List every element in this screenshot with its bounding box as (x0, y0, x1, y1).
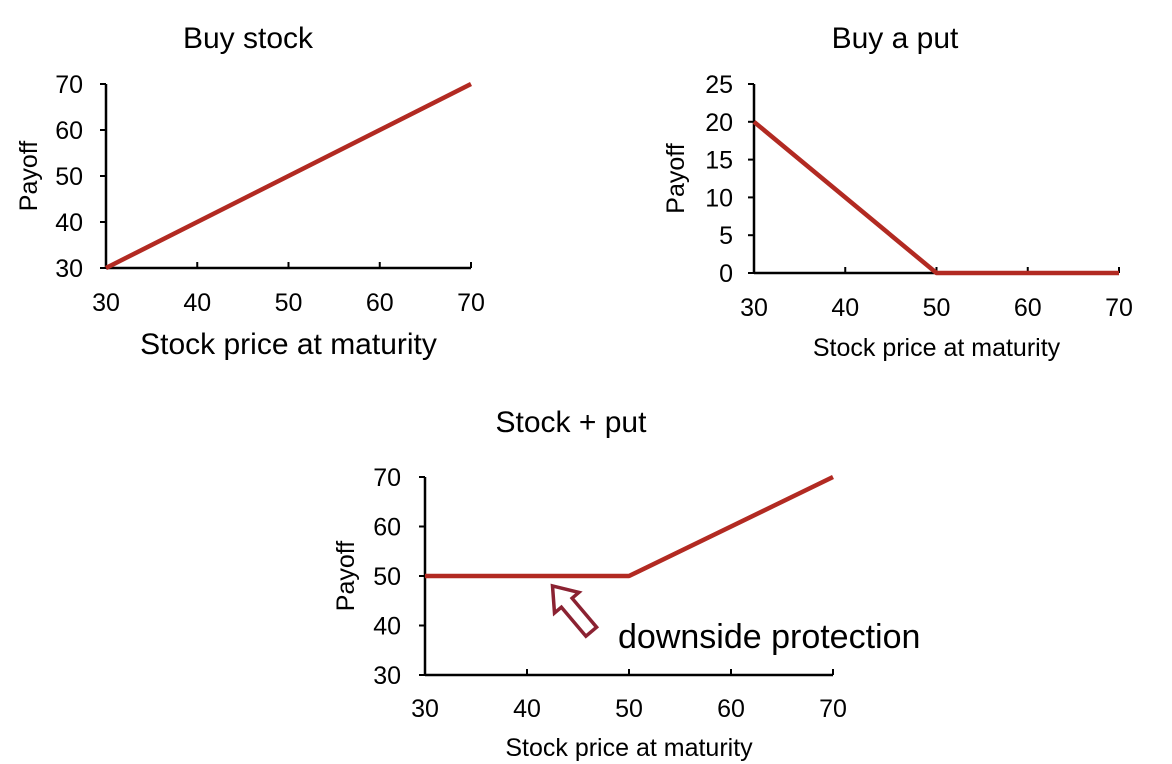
y-tick-label: 40 (55, 209, 83, 237)
y-tick-label: 70 (55, 71, 83, 99)
chart-panel-1: Buy stock 30 40 50 60 70 30 40 50 60 70 Stock price… (15, 22, 485, 361)
y-tick-label: 30 (55, 255, 83, 283)
y-tick-label: 50 (55, 163, 83, 191)
chart-panel-3: Stock + put 30 40 50 60 70 30 40 50 60 70 Stock pri… (332, 406, 920, 762)
x-tick-label: 60 (366, 289, 394, 317)
payoff-line (752, 120, 1119, 276)
x-tick-label: 30 (740, 294, 768, 322)
y-axis-label: Payoff (15, 141, 43, 211)
y-tick-label: 50 (373, 563, 401, 591)
x-tick-label: 70 (819, 695, 847, 723)
x-tick-label: 70 (1105, 294, 1133, 322)
annotation-downside-protection: downside protection (618, 618, 920, 656)
y-tick-label: 60 (373, 514, 401, 542)
chart-title: Stock + put (496, 406, 648, 439)
annotation-arrow-icon (550, 583, 600, 639)
x-tick-label: 40 (183, 289, 211, 317)
y-tick-label: 20 (705, 109, 733, 137)
y-tick-label: 60 (55, 117, 83, 145)
y-tick-label: 30 (373, 662, 401, 690)
y-tick-label: 15 (705, 147, 733, 175)
x-tick-label: 40 (831, 294, 859, 322)
x-axis-label: Stock price at maturity (505, 734, 753, 762)
y-tick-label: 0 (719, 260, 733, 288)
x-axis-label: Stock price at maturity (813, 334, 1061, 362)
y-tick-label: 40 (373, 613, 401, 641)
x-tick-label: 60 (717, 695, 745, 723)
payoff-line (104, 81, 473, 271)
x-tick-label: 60 (1014, 294, 1042, 322)
x-tick-label: 50 (275, 289, 303, 317)
x-tick-label: 30 (92, 289, 120, 317)
y-tick-label: 25 (705, 71, 733, 99)
y-axis-label: Payoff (662, 143, 690, 213)
x-tick-label: 30 (411, 695, 439, 723)
x-tick-label: 50 (923, 294, 951, 322)
chart-title: Buy stock (183, 22, 314, 55)
y-tick-label: 70 (373, 464, 401, 492)
x-tick-label: 40 (513, 695, 541, 723)
y-tick-label: 10 (705, 184, 733, 212)
payoff-line (425, 474, 834, 579)
x-axis-label: Stock price at maturity (140, 328, 437, 361)
chart-title: Buy a put (832, 22, 959, 55)
x-tick-label: 50 (615, 695, 643, 723)
y-tick-label: 5 (719, 222, 733, 250)
x-tick-label: 70 (457, 289, 485, 317)
chart-panel-2: Buy a put 0 5 10 15 20 25 30 40 50 60 70 Stock price… (662, 22, 1133, 362)
y-axis-label: Payoff (332, 541, 360, 611)
